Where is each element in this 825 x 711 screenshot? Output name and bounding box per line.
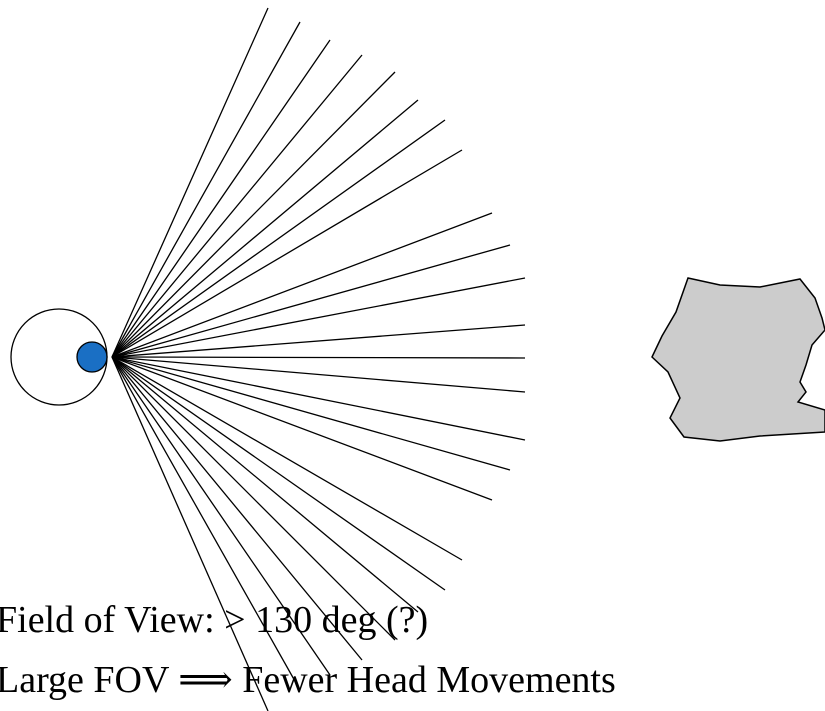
ray [111,324,526,358]
ray [111,356,493,501]
tradeoff-caption: Large FOV ⟹ Fewer Head Movements [0,659,616,701]
ray [111,356,526,359]
fov-caption: Field of View: > 130 deg (?) [0,599,428,641]
ray [111,356,396,641]
ray [111,119,446,358]
ray [111,71,396,358]
ray [111,356,526,393]
ray [111,356,511,471]
ray [111,356,419,613]
ray [111,54,363,358]
ray [111,99,419,358]
ray [111,277,526,358]
ray [111,356,363,661]
ray [111,356,269,711]
ray [111,356,463,561]
ray [111,212,493,358]
ray [111,356,301,691]
ray [111,356,526,441]
ray [111,39,331,358]
ray [111,21,301,358]
ray [111,149,463,358]
object [651,277,825,442]
view-rays [111,7,526,711]
pupil [76,341,108,373]
ray [111,7,269,358]
ray [111,356,446,591]
ray [111,244,511,358]
ray [111,356,331,676]
